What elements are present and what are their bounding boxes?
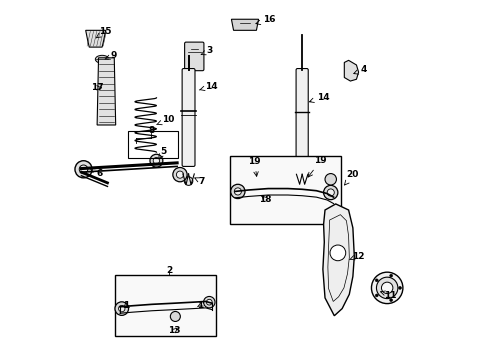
Text: 14: 14 [310, 93, 329, 103]
Circle shape [150, 154, 163, 167]
Circle shape [381, 282, 393, 294]
Circle shape [173, 167, 187, 182]
Text: 16: 16 [256, 15, 275, 24]
Text: 18: 18 [260, 195, 272, 204]
Text: 11: 11 [381, 291, 397, 300]
Circle shape [375, 279, 378, 282]
Text: 12: 12 [349, 252, 365, 261]
FancyBboxPatch shape [185, 42, 204, 71]
Bar [230, 157, 341, 224]
Polygon shape [231, 19, 259, 30]
Circle shape [184, 177, 193, 185]
Circle shape [153, 157, 160, 164]
FancyBboxPatch shape [182, 68, 195, 166]
Polygon shape [97, 58, 116, 125]
Text: 1: 1 [197, 301, 203, 310]
Circle shape [231, 184, 245, 199]
Circle shape [75, 161, 92, 178]
Circle shape [376, 277, 398, 298]
Circle shape [323, 185, 338, 200]
Ellipse shape [96, 55, 109, 63]
Text: 14: 14 [199, 82, 218, 91]
Circle shape [234, 188, 242, 195]
Circle shape [375, 294, 378, 297]
Circle shape [327, 189, 334, 196]
Text: 4: 4 [354, 66, 367, 75]
Text: 10: 10 [157, 116, 174, 125]
Circle shape [390, 274, 392, 277]
Text: 19: 19 [248, 157, 261, 176]
Text: 5: 5 [159, 147, 167, 159]
Circle shape [115, 302, 128, 315]
Text: 15: 15 [96, 27, 111, 38]
Text: 6: 6 [90, 168, 102, 178]
Circle shape [390, 299, 392, 302]
Bar [128, 131, 178, 158]
FancyBboxPatch shape [296, 68, 308, 168]
Text: 1: 1 [123, 301, 129, 310]
Text: 17: 17 [92, 83, 104, 92]
Circle shape [171, 311, 180, 321]
Circle shape [325, 174, 337, 185]
Text: 19: 19 [308, 156, 327, 177]
Circle shape [330, 245, 346, 261]
Text: 9: 9 [105, 51, 117, 60]
Text: 8: 8 [148, 126, 154, 135]
Circle shape [398, 287, 401, 289]
Polygon shape [86, 30, 106, 47]
Text: 13: 13 [168, 326, 180, 335]
Polygon shape [323, 204, 354, 316]
Text: 20: 20 [344, 171, 359, 185]
Bar [115, 275, 217, 337]
Circle shape [206, 299, 212, 305]
Text: 3: 3 [201, 46, 213, 55]
Circle shape [119, 305, 125, 312]
Circle shape [79, 165, 88, 174]
Text: 2: 2 [166, 266, 172, 275]
Circle shape [176, 171, 184, 178]
Circle shape [203, 296, 215, 308]
Circle shape [298, 177, 306, 185]
Circle shape [371, 272, 403, 303]
Polygon shape [344, 60, 359, 81]
Text: 7: 7 [195, 176, 205, 185]
